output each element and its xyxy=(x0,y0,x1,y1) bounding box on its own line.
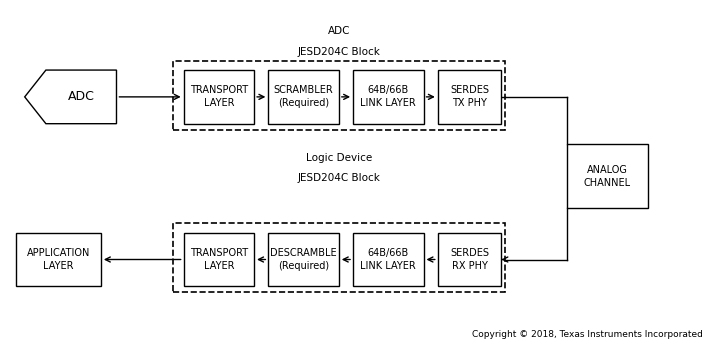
FancyBboxPatch shape xyxy=(16,233,101,286)
FancyBboxPatch shape xyxy=(353,70,424,124)
Text: TRANSPORT
LAYER: TRANSPORT LAYER xyxy=(190,85,248,108)
Text: JESD204C Block: JESD204C Block xyxy=(297,47,381,57)
Text: DESCRAMBLE
(Required): DESCRAMBLE (Required) xyxy=(270,248,337,271)
FancyBboxPatch shape xyxy=(184,70,254,124)
Text: 64B/66B
LINK LAYER: 64B/66B LINK LAYER xyxy=(361,248,416,271)
FancyBboxPatch shape xyxy=(268,70,339,124)
Text: APPLICATION
LAYER: APPLICATION LAYER xyxy=(27,248,90,271)
FancyBboxPatch shape xyxy=(353,233,424,286)
Text: SCRAMBLER
(Required): SCRAMBLER (Required) xyxy=(274,85,333,108)
FancyBboxPatch shape xyxy=(438,233,501,286)
Text: Logic Device: Logic Device xyxy=(306,153,372,163)
Text: ADC: ADC xyxy=(328,26,350,36)
Text: 64B/66B
LINK LAYER: 64B/66B LINK LAYER xyxy=(361,85,416,108)
FancyBboxPatch shape xyxy=(184,233,254,286)
Text: ADC: ADC xyxy=(68,90,95,103)
Text: ANALOG
CHANNEL: ANALOG CHANNEL xyxy=(584,165,630,188)
Polygon shape xyxy=(25,70,116,124)
Text: SERDES
TX PHY: SERDES TX PHY xyxy=(450,85,489,108)
Text: SERDES
RX PHY: SERDES RX PHY xyxy=(450,248,489,271)
Text: TRANSPORT
LAYER: TRANSPORT LAYER xyxy=(190,248,248,271)
Text: Copyright © 2018, Texas Instruments Incorporated: Copyright © 2018, Texas Instruments Inco… xyxy=(472,330,702,339)
FancyBboxPatch shape xyxy=(566,145,648,208)
FancyBboxPatch shape xyxy=(268,233,339,286)
Text: JESD204C Block: JESD204C Block xyxy=(297,173,381,183)
FancyBboxPatch shape xyxy=(438,70,501,124)
